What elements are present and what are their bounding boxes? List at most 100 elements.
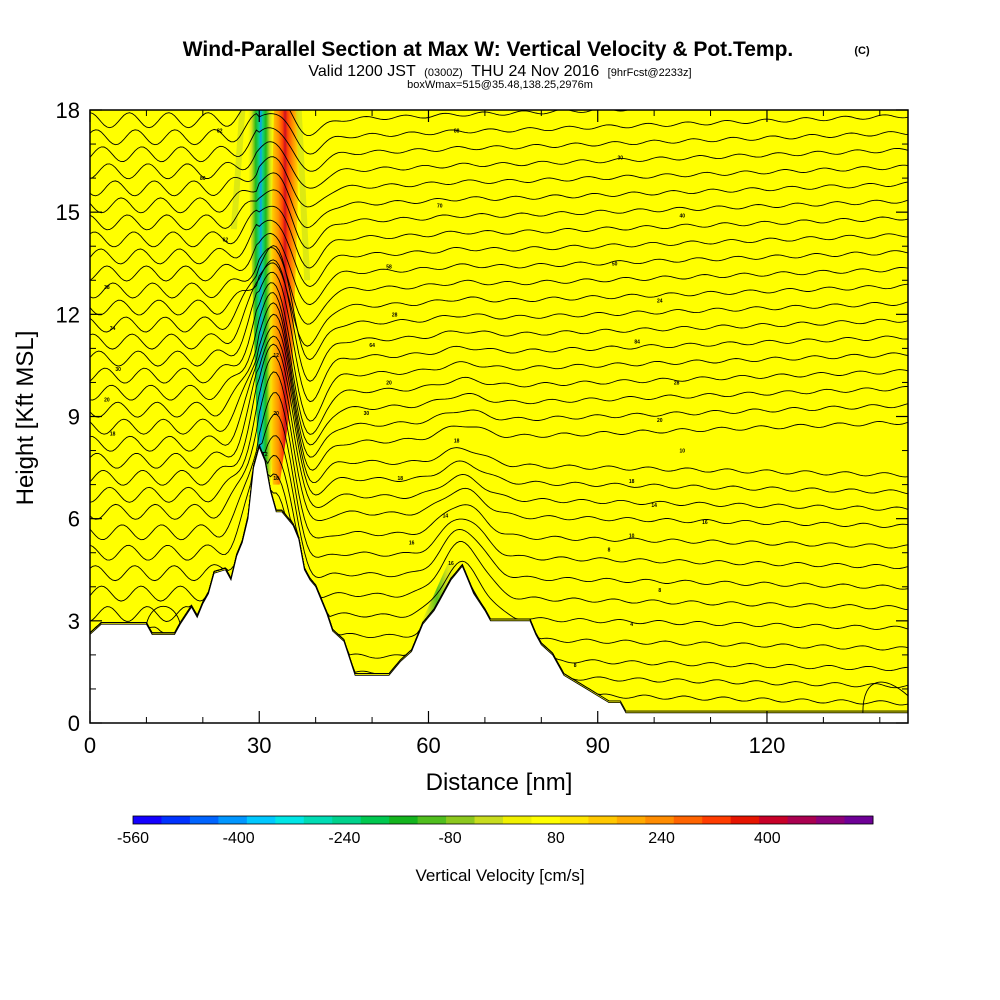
theta-contour (90, 313, 908, 458)
y-tick-label: 6 (68, 507, 80, 532)
theta-contour-label: 8 (658, 588, 661, 594)
valid-utc: (0300Z) (424, 67, 463, 79)
theta-contour (90, 271, 908, 403)
theta-contour-label: 38 (104, 285, 110, 291)
colorbar-swatch (474, 816, 504, 824)
theta-contour-label: 16 (409, 541, 415, 547)
theta-contour-label: 14 (443, 513, 449, 519)
weak-velocity-streak (230, 110, 246, 230)
colorbar: -560 -400 -240 -80 80 240 400 (117, 815, 874, 847)
colorbar-swatch (133, 816, 162, 824)
colorbar-swatch (645, 816, 675, 824)
theta-contour-label: 8 (574, 663, 577, 669)
theta-contour (90, 355, 908, 511)
theta-contour (90, 335, 908, 484)
theta-contour-label: 28 (392, 312, 398, 318)
theta-contour-label: 16 (448, 561, 454, 567)
colorbar-swatch (730, 816, 760, 824)
colorbar-swatch (360, 816, 390, 824)
theta-contour-label: 34 (110, 326, 116, 332)
colorbar-swatch (503, 816, 532, 824)
colorbar-swatch (332, 816, 362, 824)
colorbar-tick-label: 400 (754, 830, 781, 847)
theta-contour (90, 262, 908, 347)
colorbar-tick-label: -400 (223, 830, 255, 847)
theta-contour (90, 110, 662, 137)
theta-contour-label: 88 (454, 128, 460, 134)
theta-contour (90, 259, 908, 382)
y-tick-label: 15 (56, 200, 80, 225)
y-tick-label: 3 (68, 609, 80, 634)
x-tick-label: 30 (247, 733, 271, 758)
theta-contour (862, 681, 908, 713)
theta-contour-label: 12 (273, 353, 279, 359)
theta-contour-label: 84 (634, 340, 640, 346)
x-axis-label: Distance [nm] (426, 769, 573, 796)
colorbar-swatch (417, 816, 447, 824)
colorbar-swatch (588, 816, 618, 824)
theta-contour-label: 40 (680, 214, 686, 220)
colorbar-swatch (673, 816, 703, 824)
colorbar-swatch (246, 816, 276, 824)
colorbar-tick-label: -240 (328, 830, 360, 847)
theta-contour-label: 18 (629, 479, 635, 485)
valid-forecast: [9hrFcst@2233z] (608, 67, 692, 79)
theta-contour (90, 413, 908, 570)
colorbar-swatch (161, 816, 191, 824)
theta-contour (90, 127, 908, 172)
theta-contour (90, 444, 908, 611)
theta-contour-label: 70 (437, 203, 443, 209)
theta-contour-label: 20 (104, 398, 110, 404)
theta-contour (90, 282, 908, 422)
box-wmax-info: boxWmax=515@35.48,138.25,2976m (407, 79, 593, 91)
y-tick-label: 12 (56, 302, 80, 327)
theta-contour-label: 10 (629, 534, 635, 540)
colorbar-swatch (275, 816, 305, 824)
terrain-profile (90, 445, 908, 723)
theta-contour-label: 30 (618, 156, 624, 162)
x-tick-label: 120 (749, 733, 786, 758)
theta-contour-label: 18 (454, 438, 460, 444)
colorbar-swatch (844, 816, 874, 824)
theta-contour (90, 392, 908, 549)
terrain (90, 445, 908, 723)
theta-contour-label: 18 (110, 432, 116, 438)
colorbar-swatch (759, 816, 789, 824)
theta-contour-label: 30 (115, 367, 121, 373)
x-tick-label: 90 (585, 733, 609, 758)
theta-contour-label: 50 (612, 261, 618, 267)
colorbar-swatch (702, 816, 732, 824)
colorbar-swatch (303, 816, 333, 824)
theta-contour-label: 20 (273, 411, 279, 417)
theta-contour-label: 18 (398, 476, 404, 482)
colorbar-swatch (616, 816, 646, 824)
theta-contour-label: 20 (657, 418, 663, 424)
theta-contour-label: 58 (386, 265, 392, 271)
theta-contour (90, 232, 908, 306)
theta-contour-label: 24 (657, 299, 663, 305)
colorbar-frame (132, 815, 874, 825)
theta-contour-label: 64 (369, 343, 375, 349)
theta-contour-label: 10 (680, 449, 686, 455)
theta-contour (90, 325, 908, 471)
theta-contour-label: 62 (223, 237, 229, 243)
colorbar-swatch (189, 816, 219, 824)
colorbar-swatch (446, 816, 476, 824)
theta-contour-label: 8 (608, 547, 611, 553)
theta-contour-label: 16 (702, 520, 708, 526)
theta-contour (90, 371, 908, 528)
colorbar-tick-label: -80 (439, 830, 462, 847)
theta-contour (90, 141, 908, 189)
theta-contour (90, 172, 908, 229)
colorbar-swatch (218, 816, 248, 824)
chart-title: Wind-Parallel Section at Max W: Vertical… (183, 38, 794, 61)
theta-contour-label: 14 (651, 503, 657, 509)
theta-contour (90, 247, 908, 325)
valid-date: THU 24 Nov 2016 (471, 63, 599, 80)
chart-title-mark: (C) (854, 45, 870, 57)
theta-contour (90, 292, 908, 435)
potential-temperature-contours (90, 110, 908, 713)
axis-ticks: 0 30 60 90 120 0 3 6 9 12 15 18 (56, 98, 908, 758)
